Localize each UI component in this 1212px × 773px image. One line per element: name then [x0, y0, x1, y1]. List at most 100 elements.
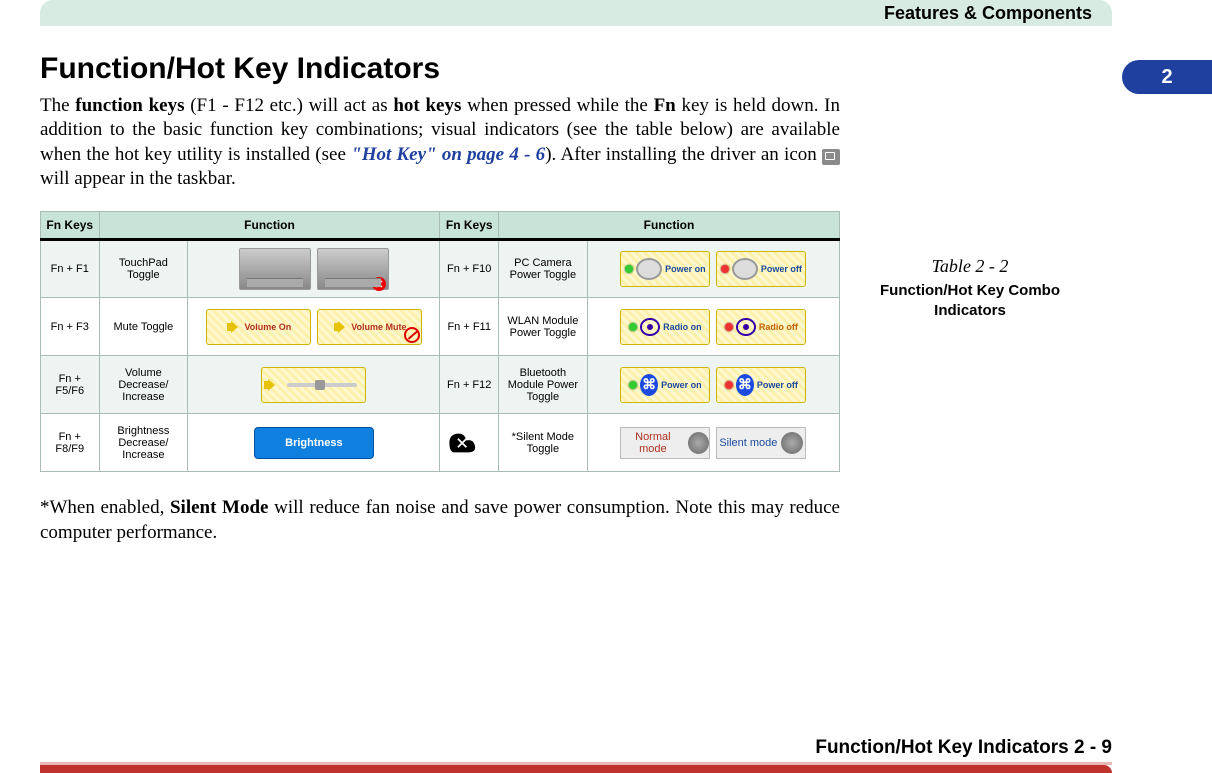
- camera-on-indicator: Power on: [620, 251, 710, 287]
- indicator-label: Silent mode: [719, 437, 777, 449]
- indicator-label: Power off: [757, 380, 798, 390]
- chapter-tab: 2: [1122, 60, 1212, 94]
- section-header: Features & Components: [40, 0, 1112, 26]
- speaker-icon: [332, 319, 348, 335]
- fn-label: Bluetooth Module Power Toggle: [498, 356, 587, 414]
- indicator-label: Power off: [761, 264, 802, 274]
- footnote: *When enabled, Silent Mode will reduce f…: [40, 496, 840, 545]
- intro-text: will appear in the taskbar.: [40, 168, 236, 189]
- volume-on-indicator: Volume On: [206, 309, 311, 345]
- footnote-bold: Silent Mode: [170, 497, 269, 518]
- intro-paragraph: The function keys (F1 - F12 etc.) will a…: [40, 94, 840, 191]
- fn-label: TouchPad Toggle: [99, 240, 188, 298]
- silent-mode-hotkey-icon: [444, 429, 482, 457]
- indicator-label: Power on: [661, 380, 702, 390]
- page-title: Function/Hot Key Indicators: [40, 52, 1112, 86]
- indicator-label: Power on: [665, 264, 706, 274]
- silent-mode-indicator: Silent mode: [716, 427, 806, 459]
- indicator-label: Radio on: [663, 322, 702, 332]
- table-row: Fn + F3 Mute Toggle Volume On Volume Mut…: [41, 298, 840, 356]
- table-number: Table 2 - 2: [870, 256, 1070, 277]
- indicator-label: Volume Mute: [351, 322, 406, 332]
- bluetooth-icon: ⌘: [640, 374, 658, 396]
- fn-key: [440, 414, 499, 472]
- footer-bar: [40, 765, 1112, 773]
- fn-key: Fn + F12: [440, 356, 499, 414]
- intro-text: when pressed while the: [461, 95, 653, 116]
- fn-key: Fn + F3: [41, 298, 100, 356]
- speaker-icon: [225, 319, 241, 335]
- intro-bold: Fn: [654, 95, 676, 116]
- fn-key: Fn + F11: [440, 298, 499, 356]
- status-dot-icon: [725, 381, 733, 389]
- intro-text: The: [40, 95, 75, 116]
- wlan-icon: [640, 318, 660, 336]
- table-row: Fn + F5/F6 Volume Decrease/ Increase Fn …: [41, 356, 840, 414]
- fn-label: *Silent Mode Toggle: [498, 414, 587, 472]
- status-dot-icon: [629, 381, 637, 389]
- indicator-label: Normal mode: [621, 431, 684, 455]
- indicator-label: Brightness: [285, 437, 342, 449]
- fn-key: Fn + F5/F6: [41, 356, 100, 414]
- camera-icon: [636, 258, 662, 280]
- table-caption: Table 2 - 2 Function/Hot Key Combo Indic…: [870, 256, 1070, 320]
- table-header: Fn Keys: [440, 212, 499, 240]
- section-title: Features & Components: [884, 3, 1092, 23]
- touchpad-off-icon: ✕: [317, 248, 389, 290]
- bluetooth-on-indicator: ⌘Power on: [620, 367, 710, 403]
- main-row: Fn Keys Function Fn Keys Function Fn + F…: [40, 211, 1112, 472]
- cross-reference-link[interactable]: "Hot Key" on page 4 - 6: [351, 144, 545, 165]
- wlan-icon: [736, 318, 756, 336]
- fn-visual: Power on Power off: [587, 240, 839, 298]
- camera-off-indicator: Power off: [716, 251, 806, 287]
- content-area: Function/Hot Key Indicators The function…: [40, 52, 1112, 733]
- fn-visual: [188, 356, 440, 414]
- fn-label: Mute Toggle: [99, 298, 188, 356]
- status-dot-icon: [721, 265, 729, 273]
- footer-text: Function/Hot Key Indicators 2 - 9: [815, 737, 1112, 759]
- disabled-icon: ✕: [372, 277, 386, 291]
- table-row: Fn + F8/F9 Brightness Decrease/ Increase…: [41, 414, 840, 472]
- status-dot-icon: [625, 265, 633, 273]
- fn-visual: ✕: [188, 240, 440, 298]
- fn-label: Volume Decrease/ Increase: [99, 356, 188, 414]
- bluetooth-icon: ⌘: [736, 374, 754, 396]
- volume-slider-indicator: [261, 367, 366, 403]
- footnote-text: *When enabled,: [40, 497, 170, 518]
- function-key-table: Fn Keys Function Fn Keys Function Fn + F…: [40, 211, 840, 472]
- radio-on-indicator: Radio on: [620, 309, 710, 345]
- fn-visual: ⌘Power on ⌘Power off: [587, 356, 839, 414]
- normal-mode-indicator: Normal mode: [620, 427, 710, 459]
- table-label: Function/Hot Key Combo Indicators: [870, 281, 1070, 320]
- intro-bold: hot keys: [393, 95, 461, 116]
- status-dot-icon: [725, 323, 733, 331]
- fn-key: Fn + F1: [41, 240, 100, 298]
- bluetooth-off-indicator: ⌘Power off: [716, 367, 806, 403]
- indicator-label: Radio off: [759, 322, 798, 332]
- table-header: Function: [498, 212, 839, 240]
- gear-icon: [688, 432, 709, 454]
- fn-key: Fn + F10: [440, 240, 499, 298]
- volume-mute-indicator: Volume Mute: [317, 309, 422, 345]
- brightness-indicator: Brightness: [254, 427, 374, 459]
- intro-text: ). After installing the driver an icon: [545, 144, 822, 165]
- fn-visual: Volume On Volume Mute: [188, 298, 440, 356]
- camera-icon: [732, 258, 758, 280]
- status-dot-icon: [629, 323, 637, 331]
- table-header: Fn Keys: [41, 212, 100, 240]
- touchpad-on-icon: [239, 248, 311, 290]
- fn-key: Fn + F8/F9: [41, 414, 100, 472]
- intro-text: (F1 - F12 etc.) will act as: [184, 95, 393, 116]
- table-header: Function: [99, 212, 440, 240]
- fn-visual: Brightness: [188, 414, 440, 472]
- fn-visual: Normal mode Silent mode: [587, 414, 839, 472]
- radio-off-indicator: Radio off: [716, 309, 806, 345]
- fn-visual: Radio on Radio off: [587, 298, 839, 356]
- fn-label: PC Camera Power Toggle: [498, 240, 587, 298]
- gear-icon: [781, 432, 803, 454]
- table-row: Fn + F1 TouchPad Toggle ✕ Fn + F10 PC Ca…: [41, 240, 840, 298]
- fn-label: WLAN Module Power Toggle: [498, 298, 587, 356]
- taskbar-icon: [822, 149, 840, 165]
- indicator-label: Volume On: [244, 322, 291, 332]
- speaker-icon: [262, 377, 276, 393]
